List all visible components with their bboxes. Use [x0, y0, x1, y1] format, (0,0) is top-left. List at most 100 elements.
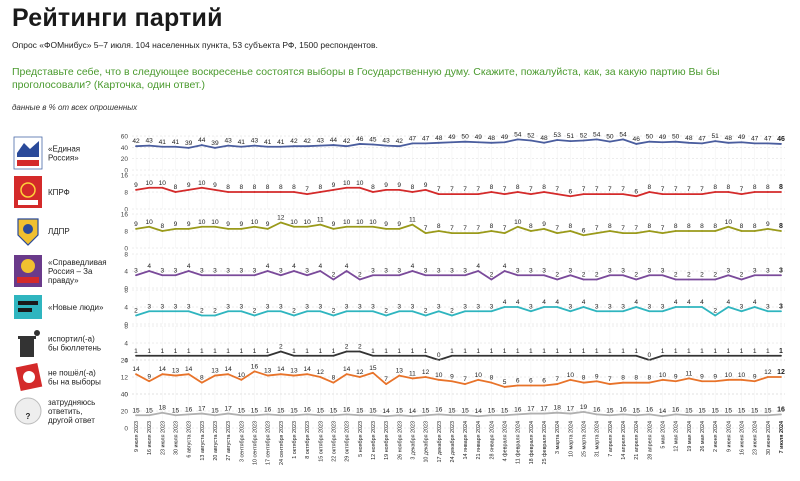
- data-label: 8: [490, 184, 494, 191]
- data-label: 14: [343, 366, 351, 373]
- data-point: [372, 274, 374, 277]
- data-point: [622, 310, 624, 313]
- data-label: 3: [187, 303, 191, 310]
- series-line: [136, 410, 782, 418]
- data-point: [161, 373, 164, 376]
- data-point: [661, 310, 664, 313]
- data-point: [424, 232, 427, 235]
- data-label: 7: [555, 376, 559, 383]
- data-point: [503, 270, 506, 272]
- sr-caption-bar: [17, 277, 39, 283]
- data-label: 2: [332, 308, 336, 315]
- data-label: 8: [318, 184, 322, 191]
- data-point: [319, 144, 322, 147]
- data-label: 3: [174, 303, 178, 310]
- data-point: [411, 415, 414, 417]
- data-point: [674, 380, 677, 383]
- data-point: [780, 354, 782, 357]
- data-point: [148, 270, 151, 272]
- data-label: 1: [542, 348, 546, 355]
- data-label: 3: [397, 303, 401, 310]
- data-label: 2: [674, 272, 678, 279]
- x-tick-label: 3 декабря 2023: [410, 421, 416, 460]
- bear-shape: [17, 141, 39, 157]
- data-label: 11: [409, 370, 416, 377]
- data-point: [687, 377, 690, 380]
- data-label: 8: [226, 184, 230, 191]
- data-label: 3: [305, 267, 309, 274]
- y-tick-label: 60: [121, 134, 129, 141]
- data-label: 10: [567, 372, 575, 379]
- data-point: [477, 270, 480, 272]
- data-point: [674, 193, 677, 196]
- data-point: [477, 232, 480, 235]
- data-label: 9: [147, 373, 151, 380]
- data-point: [687, 414, 690, 417]
- data-point: [451, 141, 453, 144]
- data-point: [727, 141, 730, 144]
- data-label: 7: [674, 186, 678, 193]
- data-point: [398, 354, 401, 357]
- x-tick-label: 26 ноября 2023: [397, 421, 403, 460]
- data-label: 1: [529, 348, 533, 355]
- x-tick-label: 14 апреля 2024: [621, 421, 627, 460]
- data-point: [490, 414, 493, 417]
- x-tick-label: 23 июня 2024: [753, 421, 759, 455]
- x-tick-label: 9 июля 2023: [134, 421, 140, 452]
- data-label: 3: [239, 267, 243, 274]
- data-label: 54: [593, 131, 601, 138]
- data-label: 51: [567, 133, 575, 140]
- data-point: [780, 376, 782, 378]
- data-label: 8: [160, 223, 164, 230]
- data-label: 3: [661, 267, 665, 274]
- data-point: [622, 274, 624, 277]
- data-point: [687, 141, 690, 144]
- data-label: 2: [713, 308, 717, 315]
- data-label: 13: [172, 368, 180, 375]
- data-point: [543, 191, 545, 193]
- flag-stripe: [17, 160, 39, 166]
- data-label: 4: [516, 299, 520, 306]
- data-label: 3: [450, 267, 454, 274]
- data-label: 15: [251, 407, 259, 414]
- data-label: 1: [411, 348, 415, 355]
- data-label: 2: [582, 272, 586, 279]
- data-point: [766, 310, 769, 313]
- data-label: 8: [648, 223, 652, 230]
- y-tick-label: 0: [124, 426, 128, 433]
- data-label: 15: [606, 407, 614, 414]
- data-label: 15: [725, 407, 733, 414]
- data-label: 3: [213, 267, 217, 274]
- data-point: [740, 230, 743, 232]
- data-label: 3: [253, 267, 257, 274]
- data-label: 9: [700, 373, 704, 380]
- x-tick-label: 1 октября 2023: [292, 421, 298, 459]
- data-label: 7: [700, 186, 704, 193]
- data-point: [398, 227, 401, 230]
- data-label: 48: [540, 135, 548, 142]
- data-point: [529, 230, 532, 232]
- data-point: [451, 380, 453, 383]
- data-point: [306, 225, 309, 228]
- x-tick-label: 19 мая 2024: [687, 421, 693, 452]
- data-label: 1: [555, 348, 559, 355]
- series-line: [135, 186, 781, 198]
- page-title: Рейтинги партий: [12, 4, 223, 32]
- y-tick-label: 40: [121, 145, 129, 152]
- data-label: 1: [292, 348, 296, 355]
- data-point: [240, 227, 243, 230]
- data-point: [622, 354, 624, 357]
- data-point: [411, 270, 414, 272]
- data-point: [253, 144, 256, 147]
- data-label: 15: [396, 407, 404, 414]
- data-point: [543, 354, 545, 357]
- data-label: 11: [317, 217, 324, 224]
- data-point: [306, 413, 309, 416]
- series-label: «Новые люди»: [48, 303, 104, 312]
- data-label: 3: [516, 267, 520, 274]
- data-point: [701, 306, 703, 308]
- data-label: 2: [134, 308, 138, 315]
- data-label: 1: [674, 348, 678, 355]
- data-point: [477, 354, 480, 357]
- data-label: 9: [450, 373, 454, 380]
